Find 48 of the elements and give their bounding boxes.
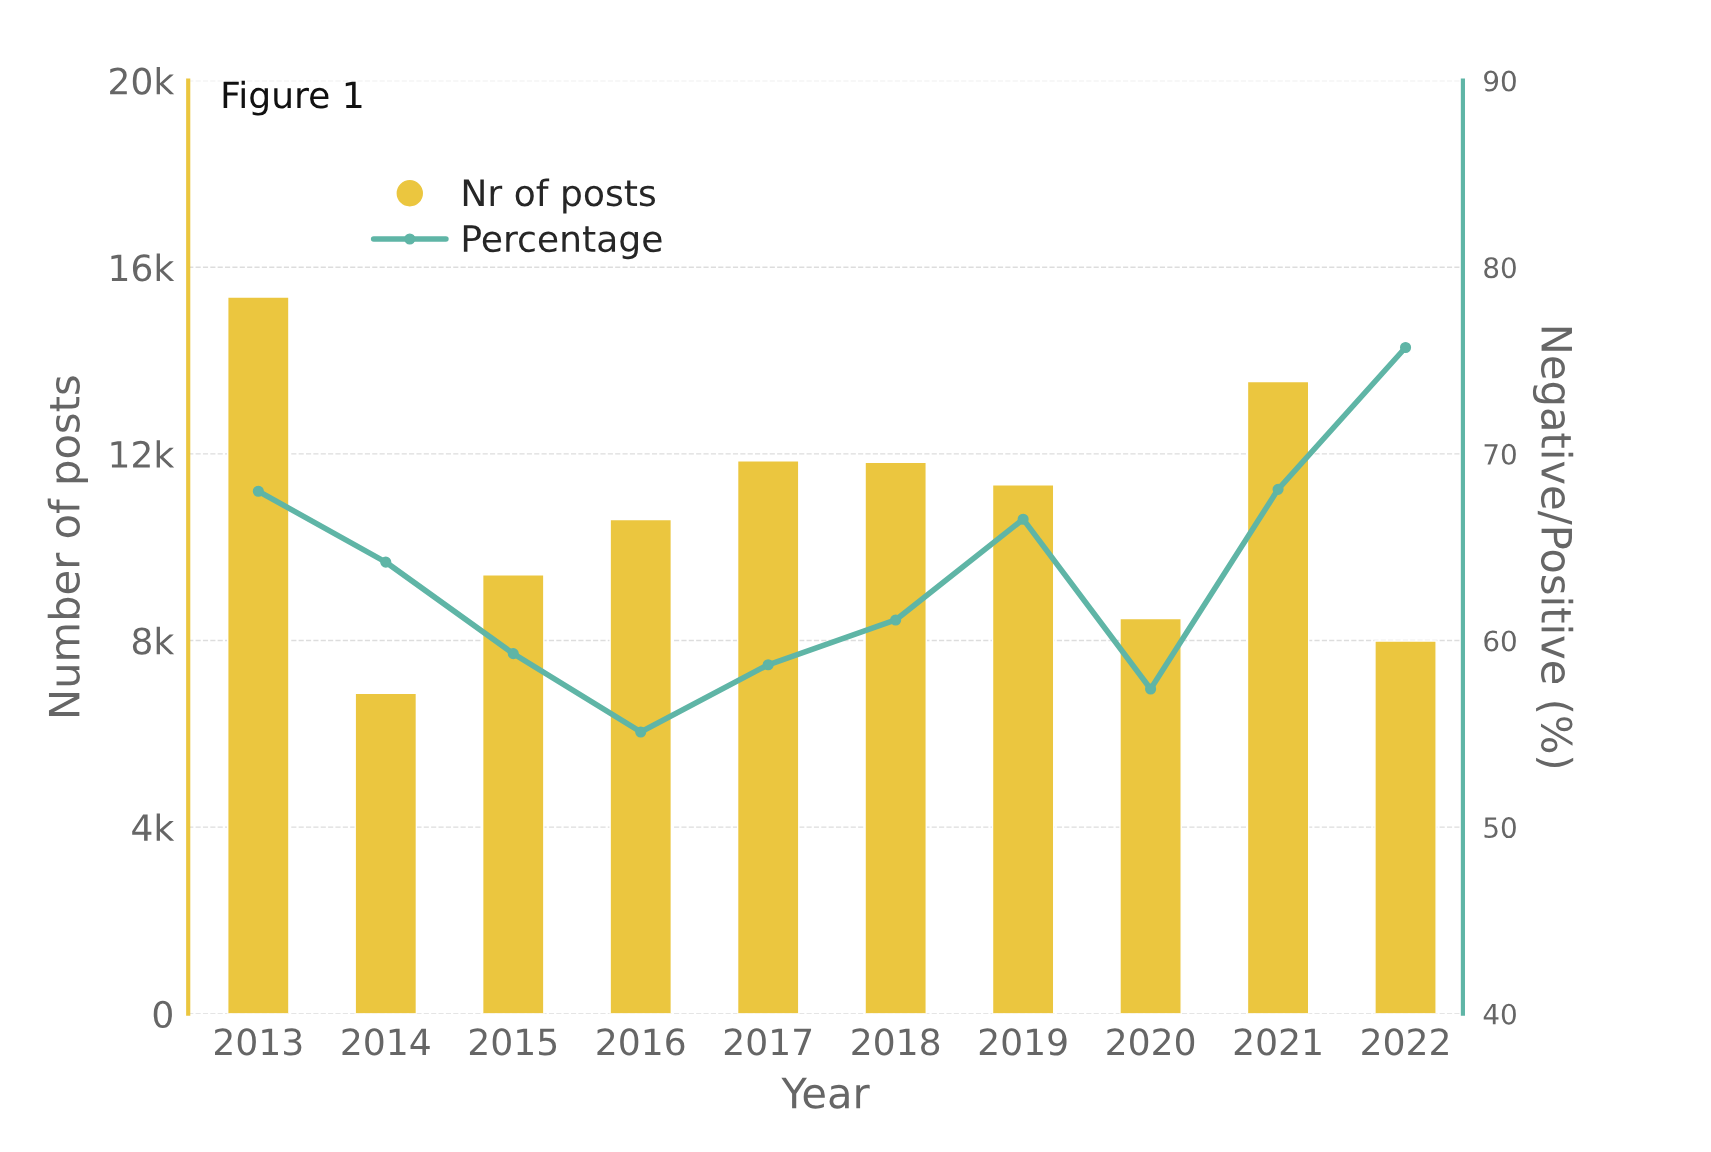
y-tick-label: 16k [111,253,175,282]
y2-tick-label: 60 [1484,630,1516,652]
x-tick-label: 2022 [1362,1028,1448,1056]
y-tick-label: 8k [132,626,175,655]
y-tick-label: 0 [153,1000,172,1028]
bar [864,461,927,1014]
y-tick-label: 20k [110,66,175,95]
point [635,726,647,738]
x-axis-title: Year [781,1077,870,1109]
point [1017,513,1029,525]
bar [1119,617,1182,1014]
point [380,556,392,568]
y-axis-title: Number of posts [47,376,89,716]
bar [609,518,673,1014]
y-tick-label: 12k [111,440,175,468]
point [252,485,264,497]
y2-tick-label: 40 [1483,1003,1516,1025]
point [507,648,519,660]
bar [1374,640,1437,1014]
bar [227,296,290,1014]
x-tick-label: 2018 [852,1028,940,1056]
x-tick-label: 2021 [1234,1028,1321,1056]
chart-title: Figure 1 [223,80,362,116]
bar [1246,380,1310,1014]
bar [991,483,1055,1014]
point [1399,341,1412,354]
x-tick-label: 2017 [724,1028,812,1056]
x-tick-label: 2020 [1107,1028,1195,1056]
x-tick-label: 2019 [979,1028,1067,1056]
x-tick-label: 2016 [597,1028,685,1056]
y-tick-label: 4k [132,813,175,841]
point [1272,483,1284,495]
bar [736,460,800,1014]
y2-tick-label: 50 [1484,817,1516,839]
point [762,659,774,671]
bar [481,574,545,1014]
legend-label: Nr of posts [463,178,655,214]
point [1145,683,1157,695]
point [890,614,902,626]
legend-label: Percentage [463,225,662,260]
x-tick-label: 2014 [342,1028,430,1056]
bar [354,692,418,1014]
y2-axis-title: Negative/Positive (%) [1532,327,1574,768]
y2-tick-label: 90 [1484,70,1516,92]
y2-tick-label: 70 [1484,443,1516,465]
x-tick-label: 2015 [469,1028,557,1056]
x-tick-label: 2013 [215,1028,302,1056]
y2-tick-label: 80 [1484,257,1516,279]
